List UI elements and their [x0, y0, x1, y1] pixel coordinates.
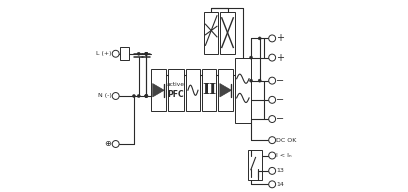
- Text: 14: 14: [276, 182, 284, 187]
- Circle shape: [269, 77, 276, 84]
- Circle shape: [145, 52, 148, 55]
- Circle shape: [269, 181, 276, 188]
- Bar: [151, 69, 166, 111]
- Circle shape: [269, 137, 276, 144]
- Circle shape: [137, 94, 140, 98]
- Circle shape: [144, 94, 148, 98]
- Circle shape: [269, 35, 276, 42]
- Text: II: II: [202, 83, 216, 97]
- Bar: [120, 47, 129, 60]
- Circle shape: [250, 56, 253, 59]
- Bar: [218, 69, 233, 111]
- Text: +: +: [276, 33, 284, 43]
- Circle shape: [269, 54, 276, 61]
- Circle shape: [250, 79, 253, 82]
- Circle shape: [269, 96, 276, 103]
- Circle shape: [112, 93, 119, 99]
- Text: −: −: [276, 114, 284, 124]
- Text: −: −: [276, 95, 284, 105]
- Bar: [235, 58, 251, 123]
- Text: +: +: [276, 53, 284, 63]
- Circle shape: [145, 94, 148, 98]
- Bar: [204, 12, 218, 54]
- Bar: [202, 69, 217, 111]
- Circle shape: [258, 37, 261, 40]
- Circle shape: [145, 94, 148, 98]
- Bar: [248, 150, 262, 180]
- Circle shape: [269, 116, 276, 122]
- Circle shape: [144, 52, 148, 55]
- Circle shape: [112, 50, 119, 57]
- Circle shape: [145, 52, 148, 55]
- Text: ⊕: ⊕: [104, 140, 111, 148]
- Text: PFC: PFC: [167, 90, 184, 98]
- Bar: [186, 69, 200, 111]
- Text: I < Iₙ: I < Iₙ: [276, 153, 292, 158]
- Circle shape: [137, 52, 140, 55]
- Text: DC OK: DC OK: [276, 138, 297, 143]
- Circle shape: [132, 94, 135, 98]
- Circle shape: [269, 167, 276, 174]
- Text: −: −: [276, 76, 284, 86]
- Circle shape: [258, 79, 261, 82]
- Bar: [168, 69, 184, 111]
- Polygon shape: [220, 84, 231, 97]
- Text: 13: 13: [276, 168, 284, 173]
- Text: L (+): L (+): [96, 51, 111, 56]
- Circle shape: [112, 141, 119, 147]
- Text: active: active: [167, 82, 185, 87]
- Bar: [220, 12, 235, 54]
- Circle shape: [269, 152, 276, 159]
- Text: N (-): N (-): [98, 94, 111, 98]
- Polygon shape: [153, 84, 164, 97]
